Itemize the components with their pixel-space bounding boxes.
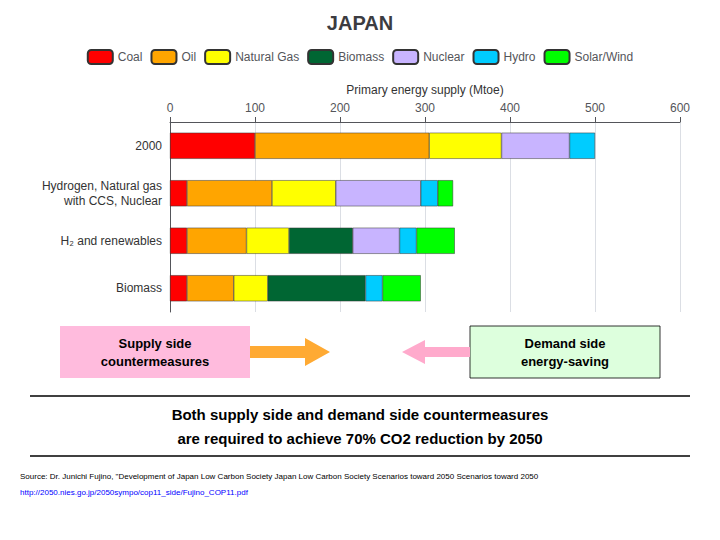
svg-text:http://2050.nies.go.jp/2050sym: http://2050.nies.go.jp/2050sympo/cop11_s…: [20, 488, 249, 497]
svg-text:Solar/Wind: Solar/Wind: [575, 50, 634, 64]
svg-text:600: 600: [670, 101, 690, 115]
svg-text:H₂ and renewables: H₂ and renewables: [61, 234, 162, 248]
svg-text:Demand side: Demand side: [525, 336, 606, 351]
svg-text:Supply side: Supply side: [119, 336, 192, 351]
svg-text:Coal: Coal: [118, 50, 143, 64]
svg-text:Hydrogen, Natural gas: Hydrogen, Natural gas: [42, 179, 162, 193]
svg-text:Oil: Oil: [181, 50, 196, 64]
svg-text:energy-saving: energy-saving: [521, 354, 609, 369]
svg-text:0: 0: [167, 101, 174, 115]
svg-text:Natural Gas: Natural Gas: [235, 50, 299, 64]
svg-text:400: 400: [500, 101, 520, 115]
svg-text:Nuclear: Nuclear: [423, 50, 464, 64]
svg-text:Both supply side and demand si: Both supply side and demand side counter…: [172, 406, 549, 423]
svg-text:100: 100: [245, 101, 265, 115]
svg-text:Hydro: Hydro: [504, 50, 536, 64]
svg-text:JAPAN: JAPAN: [327, 12, 393, 34]
svg-text:300: 300: [415, 101, 435, 115]
svg-text:Biomass: Biomass: [116, 281, 162, 295]
svg-text:2000: 2000: [135, 139, 162, 153]
svg-text:countermeasures: countermeasures: [101, 354, 209, 369]
svg-text:Source: Dr. Junichi Fujino, "D: Source: Dr. Junichi Fujino, "Development…: [20, 472, 539, 481]
svg-text:Biomass: Biomass: [338, 50, 384, 64]
svg-text:200: 200: [330, 101, 350, 115]
svg-text:Primary energy supply (Mtoe): Primary energy supply (Mtoe): [346, 83, 503, 97]
svg-text:are required to achieve 70% CO: are required to achieve 70% CO2 reductio…: [177, 430, 542, 447]
svg-text:with CCS, Nuclear: with CCS, Nuclear: [63, 194, 162, 208]
svg-text:500: 500: [585, 101, 605, 115]
